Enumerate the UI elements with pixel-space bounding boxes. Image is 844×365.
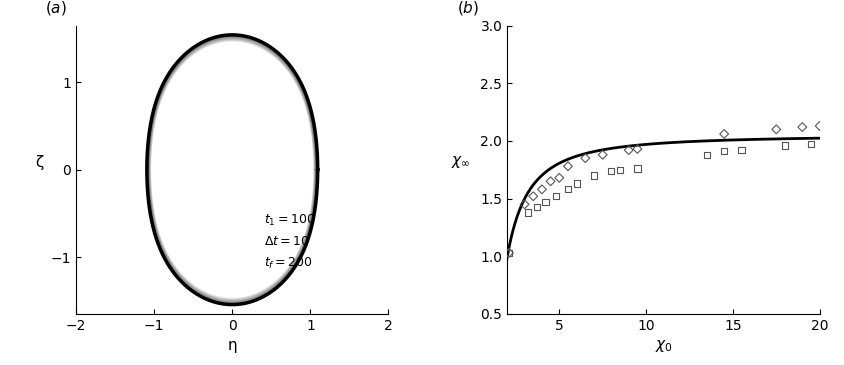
Point — [699, 152, 712, 158]
Point — [734, 147, 748, 153]
Point — [604, 168, 618, 174]
Y-axis label: $\chi_\infty$: $\chi_\infty$ — [451, 154, 470, 170]
Point — [526, 193, 539, 199]
Y-axis label: ζ: ζ — [35, 155, 44, 170]
Point — [534, 187, 548, 192]
Point — [777, 143, 791, 149]
Point — [595, 152, 609, 158]
Point — [578, 155, 592, 161]
Point — [621, 147, 635, 153]
Point — [812, 123, 825, 129]
Text: $t_1 = 100$
$\Delta t = 10$
$t_f = 200$: $t_1 = 100$ $\Delta t = 10$ $t_f = 200$ — [263, 213, 314, 271]
Point — [569, 181, 582, 187]
Point — [630, 146, 643, 152]
Point — [529, 204, 543, 210]
Point — [521, 210, 534, 215]
Point — [501, 250, 515, 256]
Text: $(b)$: $(b)$ — [457, 0, 479, 17]
Point — [544, 178, 557, 184]
Text: $(a)$: $(a)$ — [45, 0, 67, 17]
X-axis label: η: η — [227, 338, 237, 353]
Point — [717, 131, 730, 137]
Point — [717, 148, 730, 154]
Point — [560, 187, 574, 192]
Point — [517, 201, 531, 207]
Point — [552, 175, 565, 181]
Point — [501, 250, 515, 256]
Point — [549, 193, 562, 199]
Point — [587, 173, 600, 178]
Point — [803, 141, 817, 147]
Point — [630, 166, 643, 172]
Point — [769, 126, 782, 132]
Point — [794, 124, 808, 130]
X-axis label: $\chi_0$: $\chi_0$ — [654, 338, 672, 354]
Point — [560, 164, 574, 169]
Point — [613, 167, 626, 173]
Point — [538, 199, 551, 205]
